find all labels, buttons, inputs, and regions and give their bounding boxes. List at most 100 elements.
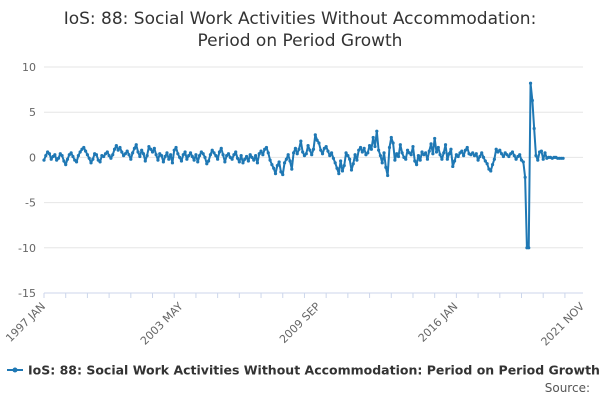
data-point[interactable] [541, 157, 545, 161]
data-point[interactable] [154, 153, 158, 157]
data-point[interactable] [539, 149, 544, 153]
data-point[interactable] [416, 153, 421, 158]
data-point[interactable] [415, 163, 419, 167]
data-point[interactable] [49, 157, 53, 161]
data-point[interactable] [71, 154, 75, 159]
data-point[interactable] [255, 161, 260, 165]
data-point[interactable] [62, 159, 66, 163]
data-point[interactable] [44, 153, 48, 158]
data-point[interactable] [259, 149, 263, 153]
data-point[interactable] [217, 150, 222, 154]
data-point[interactable] [179, 159, 184, 163]
data-point[interactable] [206, 159, 211, 163]
data-point[interactable] [480, 151, 484, 155]
data-point[interactable] [111, 153, 115, 157]
data-point[interactable] [353, 153, 357, 157]
data-point[interactable] [360, 150, 364, 154]
data-point[interactable] [196, 160, 200, 164]
data-point[interactable] [451, 164, 455, 169]
data-point[interactable] [411, 144, 415, 149]
data-point[interactable] [530, 98, 534, 103]
data-point[interactable] [337, 172, 341, 176]
data-point[interactable] [346, 153, 350, 158]
data-point[interactable] [501, 154, 506, 159]
data-point[interactable] [219, 146, 223, 150]
data-point[interactable] [373, 144, 377, 149]
data-point[interactable] [181, 153, 185, 157]
data-point[interactable] [536, 158, 540, 162]
data-point[interactable] [98, 160, 102, 164]
data-point[interactable] [342, 163, 346, 168]
data-point[interactable] [442, 151, 446, 155]
data-point[interactable] [393, 158, 397, 162]
data-point[interactable] [481, 155, 486, 159]
data-point[interactable] [112, 147, 117, 151]
data-point[interactable] [127, 153, 131, 157]
data-point[interactable] [161, 160, 165, 164]
data-point[interactable] [282, 161, 287, 165]
data-point[interactable] [123, 152, 127, 156]
data-point[interactable] [84, 149, 88, 153]
data-point[interactable] [223, 160, 227, 164]
data-point[interactable] [518, 153, 522, 157]
data-point[interactable] [478, 154, 482, 159]
data-point[interactable] [87, 156, 91, 160]
data-point[interactable] [377, 148, 381, 152]
data-point[interactable] [178, 155, 182, 159]
data-point[interactable] [201, 152, 205, 156]
data-point[interactable] [382, 151, 386, 155]
data-point[interactable] [246, 159, 250, 163]
data-point[interactable] [237, 160, 241, 164]
data-point[interactable] [221, 153, 225, 157]
data-point[interactable] [452, 159, 457, 163]
data-point[interactable] [212, 151, 216, 155]
data-point[interactable] [163, 154, 167, 159]
data-point[interactable] [349, 168, 354, 172]
data-point[interactable] [395, 152, 399, 156]
data-point[interactable] [340, 169, 345, 173]
data-point[interactable] [369, 147, 373, 151]
data-point[interactable] [74, 160, 79, 164]
data-point[interactable] [279, 170, 283, 174]
data-point[interactable] [152, 146, 156, 150]
data-point[interactable] [290, 167, 294, 171]
data-point[interactable] [510, 150, 515, 154]
data-point[interactable] [230, 157, 234, 161]
data-point[interactable] [293, 146, 298, 150]
data-point[interactable] [512, 153, 516, 158]
data-point[interactable] [234, 150, 238, 154]
data-point[interactable] [270, 163, 274, 167]
data-point[interactable] [333, 161, 337, 165]
data-point[interactable] [313, 133, 317, 137]
data-point[interactable] [528, 81, 533, 85]
data-point[interactable] [527, 246, 531, 250]
data-point[interactable] [192, 158, 196, 162]
data-point[interactable] [136, 150, 140, 154]
data-point[interactable] [205, 162, 209, 166]
data-point[interactable] [391, 141, 395, 145]
data-point[interactable] [243, 157, 247, 161]
data-point[interactable] [489, 169, 493, 173]
data-point[interactable] [449, 147, 453, 151]
data-point[interactable] [398, 143, 402, 147]
data-point[interactable] [76, 153, 80, 158]
data-point[interactable] [326, 149, 330, 153]
data-point[interactable] [404, 157, 408, 161]
data-point[interactable] [187, 153, 191, 158]
data-point[interactable] [65, 157, 70, 161]
data-point[interactable] [304, 152, 308, 156]
data-point[interactable] [107, 153, 111, 158]
data-point[interactable] [331, 156, 335, 160]
data-point[interactable] [476, 158, 480, 162]
data-point[interactable] [277, 160, 281, 164]
data-point[interactable] [335, 166, 339, 170]
data-point[interactable] [134, 143, 138, 147]
data-point[interactable] [190, 154, 194, 159]
data-point[interactable] [118, 145, 122, 150]
data-point[interactable] [273, 172, 278, 176]
data-point[interactable] [427, 149, 431, 153]
data-point[interactable] [214, 153, 218, 158]
data-point[interactable] [141, 152, 146, 156]
data-point[interactable] [254, 153, 258, 158]
data-point[interactable] [172, 148, 176, 152]
